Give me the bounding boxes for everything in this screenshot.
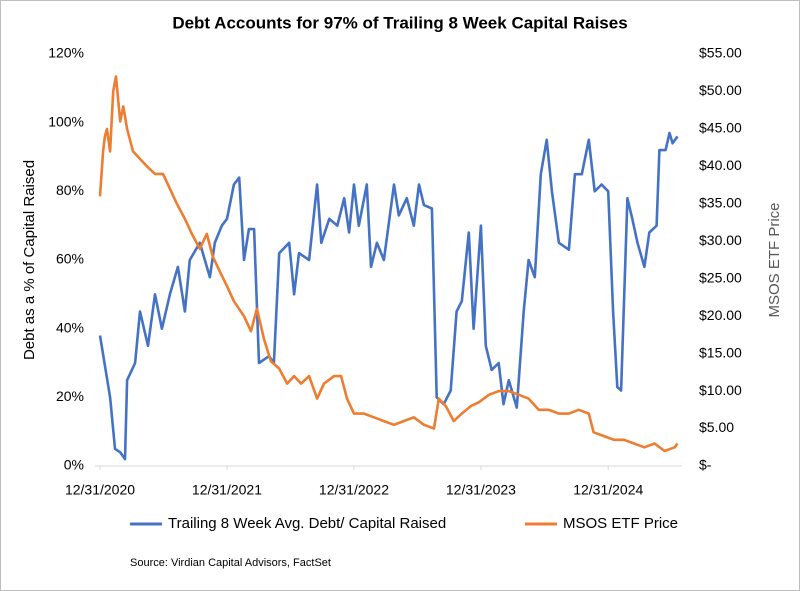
y-axis-title: Debt as a % of Capital Raised [21,160,38,360]
x-tick-label: 12/31/2023 [446,482,516,498]
x-tick-label: 12/31/2021 [192,482,262,498]
y2-tick-label: $5.00 [699,419,734,435]
y2-tick-label: $10.00 [699,382,742,398]
x-tick-label: 12/31/2020 [65,482,135,498]
y-tick-label: 80% [56,182,84,198]
chart-title: Debt Accounts for 97% of Trailing 8 Week… [172,13,627,32]
y-tick-label: 20% [56,388,84,404]
y2-tick-label: $45.00 [699,120,742,136]
y2-tick-label: $20.00 [699,307,742,323]
y-tick-label: 0% [64,457,84,473]
y-tick-label: 100% [48,113,84,129]
y2-tick-label: $35.00 [699,195,742,211]
y2-tick-label: $30.00 [699,232,742,248]
y-tick-label: 40% [56,319,84,335]
y2-tick-label: $- [699,457,712,473]
data-line [98,131,679,461]
legend-label: Trailing 8 Week Avg. Debt/ Capital Raise… [168,515,446,532]
legend-label: MSOS ETF Price [563,515,678,532]
y2-tick-label: $40.00 [699,157,742,173]
source-note: Source: Virdian Capital Advisors, FactSe… [130,557,331,569]
y2-tick-label: $50.00 [699,82,742,98]
y2-axis-title: MSOS ETF Price [766,202,783,317]
y-tick-label: 120% [48,45,84,61]
data-line [98,75,679,453]
x-tick-label: 12/31/2022 [319,482,389,498]
x-tick-label: 12/31/2024 [573,482,643,498]
y2-tick-label: $25.00 [699,269,742,285]
y2-tick-label: $55.00 [699,45,742,61]
y-tick-label: 60% [56,251,84,267]
y2-tick-label: $15.00 [699,344,742,360]
